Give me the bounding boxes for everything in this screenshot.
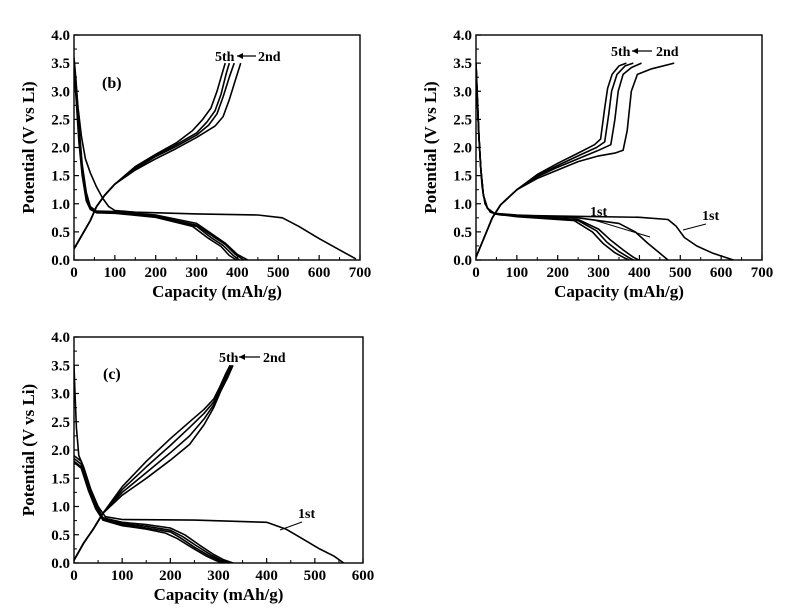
x-axis-label: Capacity (mAh/g) [554, 282, 684, 301]
x-tick-label: 500 [304, 568, 327, 584]
x-tick-label: 600 [352, 568, 375, 584]
series-line-3 [74, 457, 231, 563]
series-line-2 [74, 454, 234, 563]
y-tick-label: 2.0 [453, 141, 472, 157]
y-tick-label: 3.5 [453, 56, 472, 72]
y-tick-label: 4.0 [51, 330, 70, 346]
annotation-5th: 5th [219, 351, 239, 366]
y-tick-label: 1.5 [453, 169, 472, 185]
x-tick-label: 300 [207, 568, 230, 584]
x-tick-label: 200 [546, 265, 569, 281]
series-line-5 [74, 68, 238, 260]
series-line-8 [476, 62, 634, 258]
annotation-5th: 5th [611, 45, 631, 60]
x-axis-label: Capacity (mAh/g) [152, 282, 282, 301]
y-tick-label: 4.0 [453, 28, 472, 44]
x-tick-label: 0 [70, 568, 78, 584]
x-tick-label: 500 [267, 265, 290, 281]
y-tick-label: 2.5 [51, 415, 70, 431]
x-tick-label: 400 [628, 265, 651, 281]
y-tick-label: 3.0 [453, 84, 472, 100]
plot-frame [73, 34, 361, 261]
x-tick-label: 500 [669, 265, 692, 281]
series-line-2 [74, 57, 248, 260]
y-tick-label: 2.0 [51, 443, 70, 459]
annotation-arrow-head [239, 354, 245, 360]
y-tick-label: 3.0 [51, 84, 70, 100]
series-line-9 [476, 62, 627, 258]
annotation-1st: 1st [702, 209, 719, 224]
series-line-9 [74, 364, 231, 561]
series-line-1 [476, 63, 734, 260]
y-tick-label: 2.5 [51, 112, 70, 128]
y-tick-label: 0.5 [51, 528, 70, 544]
x-tick-label: 400 [226, 265, 249, 281]
series-line-1 [74, 65, 357, 260]
y-tick-label: 4.0 [51, 28, 70, 44]
annotation-2nd: 2nd [263, 351, 286, 366]
y-axis-label: Potential (V vs Li) [19, 81, 38, 213]
y-tick-label: 3.5 [51, 358, 70, 374]
y-tick-label: 1.0 [453, 197, 472, 213]
y-tick-label: 0.0 [51, 253, 70, 269]
y-tick-label: 1.0 [51, 500, 70, 516]
annotation-1st-pointer [593, 219, 651, 238]
y-tick-label: 2.0 [51, 141, 70, 157]
y-tick-label: 0.0 [453, 253, 472, 269]
x-tick-label: 600 [710, 265, 733, 281]
x-tick-label: 700 [751, 265, 774, 281]
series-line-5 [74, 461, 226, 563]
x-tick-label: 200 [144, 265, 167, 281]
y-tick-label: 2.5 [453, 112, 472, 128]
series-line-1 [74, 365, 345, 563]
y-tick-label: 1.5 [51, 169, 70, 185]
x-tick-label: 600 [308, 265, 331, 281]
series-line-5 [476, 63, 630, 260]
series-line-4 [74, 65, 240, 260]
x-tick-label: 300 [587, 265, 610, 281]
y-tick-label: 3.0 [51, 387, 70, 403]
series-line-9 [74, 62, 226, 250]
annotation-arrow-head [237, 53, 243, 59]
x-axis-label: Capacity (mAh/g) [154, 585, 284, 604]
y-axis-label: Potential (V vs Li) [19, 384, 38, 516]
x-tick-label: 0 [70, 265, 78, 281]
panel-label: (b) [102, 75, 122, 92]
annotation-2nd: 2nd [258, 50, 281, 65]
x-tick-label: 0 [472, 265, 480, 281]
y-axis-label: Potential (V vs Li) [421, 81, 440, 213]
y-tick-label: 0.5 [453, 225, 472, 241]
annotation-1st: 1st [590, 205, 607, 220]
x-tick-label: 100 [506, 265, 529, 281]
annotation-1st-pointer [279, 521, 303, 531]
annotation-5th: 5th [215, 50, 235, 65]
chart-panel-2: 0 100 200 300 400 500 600 700 0.0 0.5 1.0 1.5 2.0 2.5… [421, 28, 773, 301]
annotation-1st-pointer [682, 223, 707, 231]
chart-panel-1: 0 100 200 300 400 500 600 700 0.0 0.5 1.0 1.5 2.0 2.5… [19, 28, 651, 301]
x-tick-label: 100 [111, 568, 134, 584]
annotation-1st: 1st [298, 507, 315, 522]
x-tick-label: 400 [255, 568, 278, 584]
chart-panel-3: 0 100 200 300 400 500 600 0.0 0.5 1.0 1.5 2.0 2.5 3.0… [19, 330, 374, 604]
plot-frame [475, 34, 763, 261]
panel-label: (c) [103, 366, 121, 383]
y-tick-label: 3.5 [51, 56, 70, 72]
x-tick-label: 100 [104, 265, 127, 281]
y-tick-label: 0.0 [51, 556, 70, 572]
x-tick-label: 700 [349, 265, 372, 281]
annotation-2nd: 2nd [656, 45, 679, 60]
y-tick-label: 1.0 [51, 197, 70, 213]
annotation-arrow-head [632, 48, 638, 54]
x-tick-label: 300 [185, 265, 208, 281]
series-line-4 [476, 63, 634, 260]
y-tick-label: 0.5 [51, 225, 70, 241]
x-tick-label: 200 [159, 568, 182, 584]
y-tick-label: 1.5 [51, 471, 70, 487]
series-line-3 [476, 63, 639, 260]
series-line-7 [476, 62, 642, 258]
series-line-3 [74, 63, 245, 260]
